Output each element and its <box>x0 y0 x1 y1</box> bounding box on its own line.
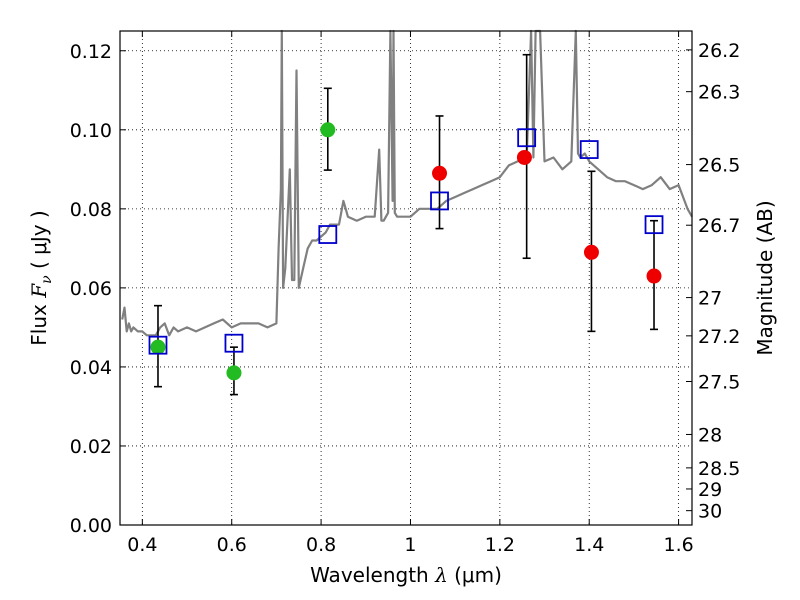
data-points-group <box>150 122 662 381</box>
observed-red-point <box>646 268 662 284</box>
y-tick-label: 0.00 <box>70 515 112 537</box>
spectrum-line <box>121 29 693 337</box>
x-tick-label: 1.2 <box>485 534 515 556</box>
model-photometry-group <box>148 128 664 355</box>
model-photometry-square <box>318 225 338 244</box>
observed-red-point <box>432 165 448 181</box>
x-tick-label: 0.8 <box>306 534 336 556</box>
observed-green-point <box>150 339 166 355</box>
magnitude-tick-label: 26.5 <box>698 155 740 177</box>
error-bars-group <box>153 53 659 396</box>
x-tick-label: 1 <box>404 534 416 556</box>
model-photometry-square <box>644 215 664 235</box>
magnitude-tick-label: 27.2 <box>698 326 740 348</box>
magnitude-tick-label: 26.2 <box>698 40 740 62</box>
model-photometry-square <box>579 140 599 159</box>
model-photometry-square <box>517 128 537 148</box>
magnitude-tick-label: 27 <box>698 288 722 310</box>
x-tick-label: 1.4 <box>574 534 604 556</box>
observed-red-point <box>516 149 532 165</box>
x-axis-label: Wavelength λ (μm) <box>310 563 502 587</box>
y-axis: 0.00 0.02 0.04 0.06 0.08 0.10 0.12 <box>70 41 126 537</box>
x-axis: 0.4 0.6 0.8 1 1.2 1.4 1.6 <box>127 31 694 556</box>
magnitude-axis-label: Magnitude (AB) <box>753 200 777 355</box>
magnitude-tick-label: 28 <box>698 424 722 446</box>
y-tick-label: 0.10 <box>70 120 112 142</box>
x-tick-label: 1.6 <box>663 534 693 556</box>
y-axis-label: Flux Fν ( μJy ) <box>27 210 55 345</box>
magnitude-tick-label: 28.5 <box>698 458 740 480</box>
y-tick-label: 0.12 <box>70 41 112 63</box>
y-tick-label: 0.08 <box>70 199 112 221</box>
x-tick-label: 0.4 <box>127 534 157 556</box>
magnitude-tick-label: 26.3 <box>698 82 740 104</box>
magnitude-tick-label: 30 <box>698 501 722 523</box>
model-photometry-square <box>430 191 449 211</box>
observed-green-point <box>226 365 242 381</box>
magnitude-tick-label: 26.7 <box>698 215 740 237</box>
y-tick-label: 0.02 <box>70 436 112 458</box>
observed-green-point <box>320 122 336 138</box>
y-tick-label: 0.04 <box>70 357 112 379</box>
y-tick-label: 0.06 <box>70 278 112 300</box>
model-photometry-square <box>148 335 168 355</box>
observed-red-point <box>583 244 599 260</box>
plot-frame <box>119 30 693 526</box>
model-spectrum-group <box>121 29 693 337</box>
model-photometry-square <box>224 333 244 353</box>
magnitude-tick-label: 27.5 <box>698 372 740 394</box>
grid-lines <box>120 31 692 526</box>
magnitude-tick-label: 29 <box>698 479 722 501</box>
x-tick-label: 0.6 <box>217 534 247 556</box>
